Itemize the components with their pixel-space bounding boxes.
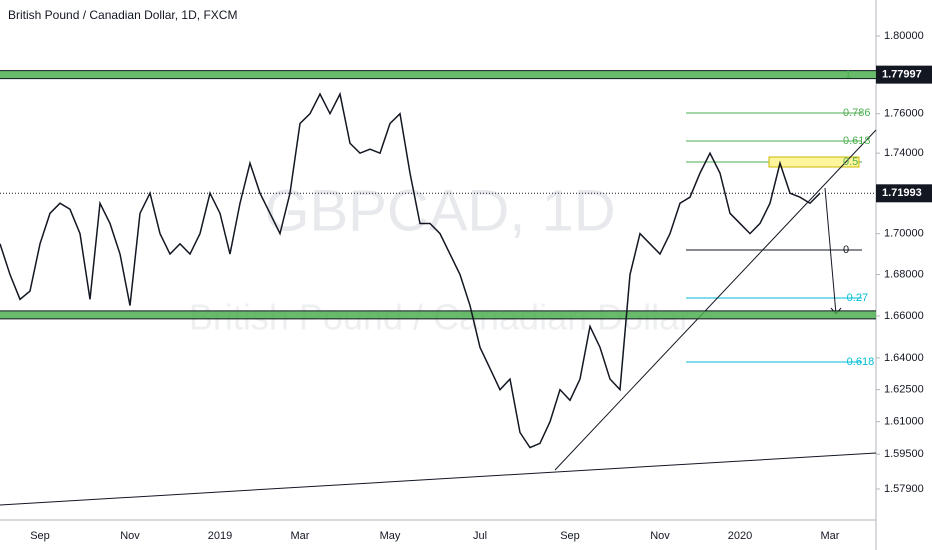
x-tick-label: Sep [560,530,580,542]
highlight-zone [768,156,860,168]
x-tick-label: Mar [821,530,840,542]
price-line [0,91,821,449]
y-tick-label: 1.80000 [884,30,924,42]
y-tick-label: 1.70000 [884,228,924,240]
fib-label: -0.27 [843,292,868,304]
x-tick-label: Nov [120,530,140,542]
x-tick-label: May [380,530,401,542]
y-tick-label: 1.57900 [884,483,924,495]
fib-label: 0.786 [843,107,871,119]
y-tick-label: 1.66000 [884,310,924,322]
fib-lines [686,112,862,363]
trendline [0,452,877,506]
fib-label: 0 [843,244,849,256]
watermark: GBPCAD, 1D [264,178,615,243]
projection-arrow [824,187,837,315]
x-tick-label: 2019 [208,530,232,542]
fib-label: -0.618 [843,356,874,368]
y-tick-label: 1.64000 [884,352,924,364]
fib-label: 0.5 [843,156,858,168]
price-label-box [876,65,932,84]
fib-label: 1 [845,69,851,81]
level-band [0,70,876,79]
price-label: 1.71993 [882,187,922,199]
y-tick-label: 1.62500 [884,384,924,396]
x-tick-label: Jul [473,530,487,542]
price-label-box [876,184,932,203]
fib-label: 0.618 [843,135,871,147]
y-tick-label: 1.68000 [884,268,924,280]
chart-title: British Pound / Canadian Dollar, 1D, FXC… [8,8,237,22]
trendline [554,129,877,471]
price-label: 1.77997 [882,69,922,81]
x-tick-label: Sep [30,530,50,542]
x-tick-label: 2020 [728,530,752,542]
x-tick-label: Nov [650,530,670,542]
y-tick-label: 1.76000 [884,108,924,120]
level-band [0,310,876,319]
y-tick-label: 1.61000 [884,416,924,428]
x-tick-label: Mar [291,530,310,542]
y-tick-label: 1.59500 [884,448,924,460]
y-tick-label: 1.74000 [884,147,924,159]
